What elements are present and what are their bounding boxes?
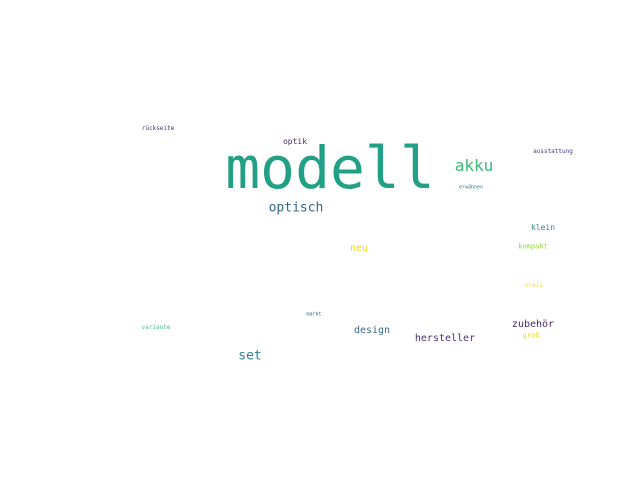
word-preis: preis [524,282,544,289]
word-klein: klein [530,223,556,232]
word-kompakt: kompakt [518,242,548,251]
word-gross: groß [522,331,540,340]
word-optisch: optisch [268,200,324,216]
word-markt: markt [306,311,322,318]
word-neu: neu [349,243,369,254]
word-rueckseite: rückseite [141,125,175,132]
word-modell: modell [225,134,435,202]
word-zubehor: zubehör [511,319,555,330]
word-akku: akku [454,156,494,175]
word-design: design [353,325,391,336]
word-variante: variante [141,324,171,331]
word-hersteller: hersteller [414,333,476,344]
word-ausstattung: ausstattung [533,148,573,155]
word-erwaehnen: erwähnen [458,184,484,191]
word-optik: optik [282,137,308,146]
word-set: set [238,348,262,364]
